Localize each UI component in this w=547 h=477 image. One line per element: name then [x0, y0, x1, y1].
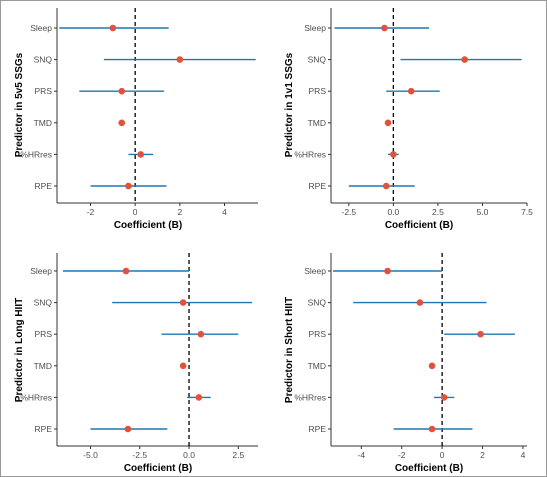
- panel-xlabel: Coefficient (B): [114, 220, 182, 231]
- estimate-point: [179, 362, 187, 370]
- x-tick-label: 5.0: [477, 207, 489, 217]
- y-tick-label: RPE: [35, 181, 53, 191]
- panel-xlabel: Coefficient (B): [395, 463, 463, 474]
- y-tick-label: Sleep: [30, 23, 52, 33]
- estimate-point: [416, 299, 424, 306]
- y-tick-label: RPE: [35, 424, 53, 434]
- y-tick-label: RPE: [309, 181, 327, 191]
- x-tick-label: -2.5: [341, 207, 356, 217]
- panel-1v1-ssgs: Predictor in 1v1 SSGs Coefficient (B) -2…: [284, 8, 533, 231]
- y-tick-label: PRS: [309, 86, 327, 96]
- estimate-point: [428, 425, 436, 433]
- y-tick-label: RPE: [309, 424, 327, 434]
- estimate-point: [179, 299, 187, 306]
- y-tick-label: PRS: [35, 329, 53, 339]
- estimate-point: [176, 56, 184, 63]
- y-tick-label: SNQ: [308, 55, 327, 65]
- x-tick-label: 0: [133, 207, 138, 217]
- x-tick-label: 4: [521, 450, 526, 460]
- y-tick-label: %HRres: [294, 149, 326, 159]
- y-tick-label: SNQ: [34, 55, 53, 65]
- x-tick-label: 0: [440, 450, 445, 460]
- panel-xlabel: Coefficient (B): [385, 220, 453, 231]
- x-tick-label: 7.5: [521, 207, 533, 217]
- y-tick-label: TMD: [308, 118, 326, 128]
- estimate-point: [384, 119, 392, 127]
- estimate-point: [390, 151, 397, 158]
- estimate-point: [197, 330, 205, 338]
- panel-xlabel: Coefficient (B): [124, 463, 192, 474]
- panel-long-hiit: Predictor in Long HIIT Coefficient (B) -…: [14, 253, 258, 474]
- y-tick-label: PRS: [35, 86, 53, 96]
- x-tick-label: 0.0: [183, 450, 195, 460]
- y-tick-label: PRS: [309, 329, 327, 339]
- estimate-point: [122, 267, 130, 275]
- estimate-point: [440, 394, 448, 401]
- estimate-point: [118, 87, 126, 95]
- estimate-point: [195, 394, 203, 401]
- x-tick-label: 2: [177, 207, 182, 217]
- panel-5v5-ssgs: Predictor in 5v5 SSGs Coefficient (B) -2…: [14, 8, 258, 231]
- estimate-point: [118, 119, 126, 127]
- panel-ylabel: Predictor in Long HIIT: [14, 298, 25, 402]
- x-tick-label: -2: [87, 207, 95, 217]
- estimate-point: [109, 24, 117, 32]
- x-tick-label: -5.0: [83, 450, 98, 460]
- x-tick-label: 0.0: [387, 207, 399, 217]
- estimate-point: [477, 330, 484, 338]
- x-tick-label: 2: [480, 450, 485, 460]
- x-tick-label: 4: [222, 207, 227, 217]
- y-tick-label: %HRres: [20, 149, 52, 159]
- estimate-point: [381, 24, 388, 32]
- y-tick-label: SNQ: [308, 298, 327, 308]
- x-tick-label: -2: [398, 450, 406, 460]
- panel-short-hiit: Predictor in Short HIIT Coefficient (B) …: [284, 253, 527, 474]
- y-tick-label: Sleep: [304, 266, 326, 276]
- y-tick-label: TMD: [308, 361, 326, 371]
- panel-ylabel: Predictor in Short HIIT: [284, 297, 295, 403]
- estimate-point: [461, 56, 468, 63]
- y-tick-label: %HRres: [20, 392, 52, 402]
- estimate-point: [382, 182, 390, 190]
- y-tick-label: TMD: [34, 118, 52, 128]
- x-tick-label: 2.5: [232, 450, 244, 460]
- estimate-point: [407, 87, 415, 95]
- estimate-point: [137, 151, 145, 158]
- y-tick-label: Sleep: [304, 23, 326, 33]
- y-tick-label: TMD: [34, 361, 52, 371]
- estimate-point: [124, 425, 132, 433]
- panel-ylabel: Predictor in 5v5 SSGs: [14, 52, 25, 157]
- y-tick-label: %HRres: [294, 392, 326, 402]
- y-tick-label: SNQ: [34, 298, 53, 308]
- x-tick-label: -4: [358, 450, 366, 460]
- panel-ylabel: Predictor in 1v1 SSGs: [284, 52, 295, 157]
- estimate-point: [384, 267, 391, 275]
- estimate-point: [428, 362, 436, 370]
- x-tick-label: -2.5: [132, 450, 147, 460]
- estimate-point: [125, 182, 132, 190]
- y-tick-label: Sleep: [30, 266, 52, 276]
- x-tick-label: 2.5: [432, 207, 444, 217]
